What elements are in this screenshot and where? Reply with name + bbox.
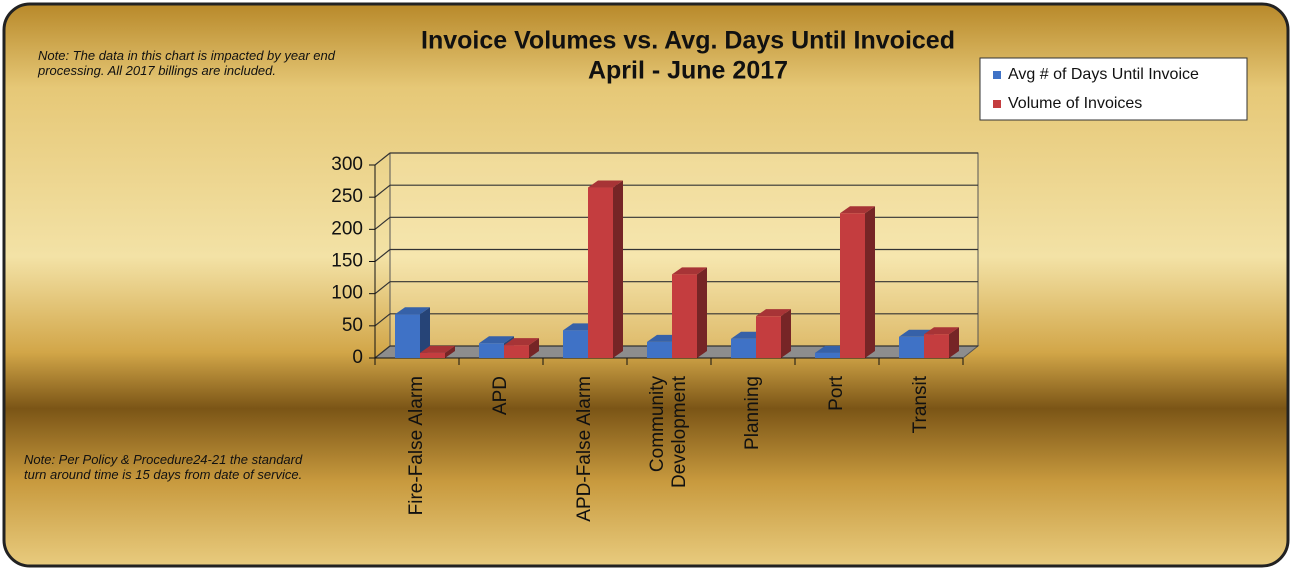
bar-side [697,267,707,358]
bar [840,213,865,358]
grid-line [374,345,391,359]
bar-top [840,206,875,214]
bar-side [445,345,455,358]
y-tick-label: 50 [342,315,363,336]
bar [731,338,756,358]
bar-top [924,327,959,335]
bar [924,334,949,358]
y-tick-label: 100 [331,283,363,304]
grid-line [374,152,391,166]
bar-top [395,307,430,315]
legend-label: Volume of Invoices [1008,95,1142,112]
chart-subtitle: April - June 2017 [588,57,788,85]
y-tick-label: 200 [331,218,363,239]
note: Note: Per Policy & Procedure24-21 the st… [24,452,303,482]
bar-top [479,336,514,344]
bar-side [949,327,959,358]
bar [395,314,420,358]
y-tick-label: 250 [331,186,363,207]
bar [563,330,588,358]
bar [899,336,924,358]
x-tick-label: APD-False Alarm [574,376,595,522]
bar-top [420,345,455,353]
bar [756,316,781,358]
bar-top [672,267,707,275]
grid-line [374,281,391,295]
x-tick-label: CommunityDevelopment [647,375,690,488]
x-tick-label: Transit [910,375,931,433]
legend-swatch [993,100,1001,108]
grid-line [374,216,391,230]
grid-line [374,249,391,262]
bar-side [420,307,430,358]
bar-side [613,180,623,358]
legend-label: Avg # of Days Until Invoice [1008,66,1199,83]
x-tick-label: Port [826,375,847,411]
bar-side [865,206,875,358]
bar [672,274,697,358]
chart-title: Invoice Volumes vs. Avg. Days Until Invo… [421,27,955,55]
legend [979,57,1248,121]
bar [420,352,445,358]
bar-top [756,309,791,317]
x-tick-label: APD [490,376,511,415]
bar-side [529,338,539,358]
note: Note: The data in this chart is impacted… [38,48,335,78]
y-tick-label: 150 [331,251,363,272]
bar [815,352,840,358]
x-tick-label: Fire-False Alarm [406,376,427,515]
y-tick-label: 300 [331,154,363,175]
bar-side [781,309,791,358]
bar [504,345,529,358]
legend-swatch [993,71,1001,79]
grid-line [374,184,391,198]
grid-line [374,313,391,327]
bar-top [588,180,623,188]
bar [647,341,672,358]
bar [479,343,504,358]
x-tick-label: Planning [742,376,763,450]
bar [588,187,613,358]
bar-top [504,338,539,346]
y-tick-label: 0 [352,347,363,368]
